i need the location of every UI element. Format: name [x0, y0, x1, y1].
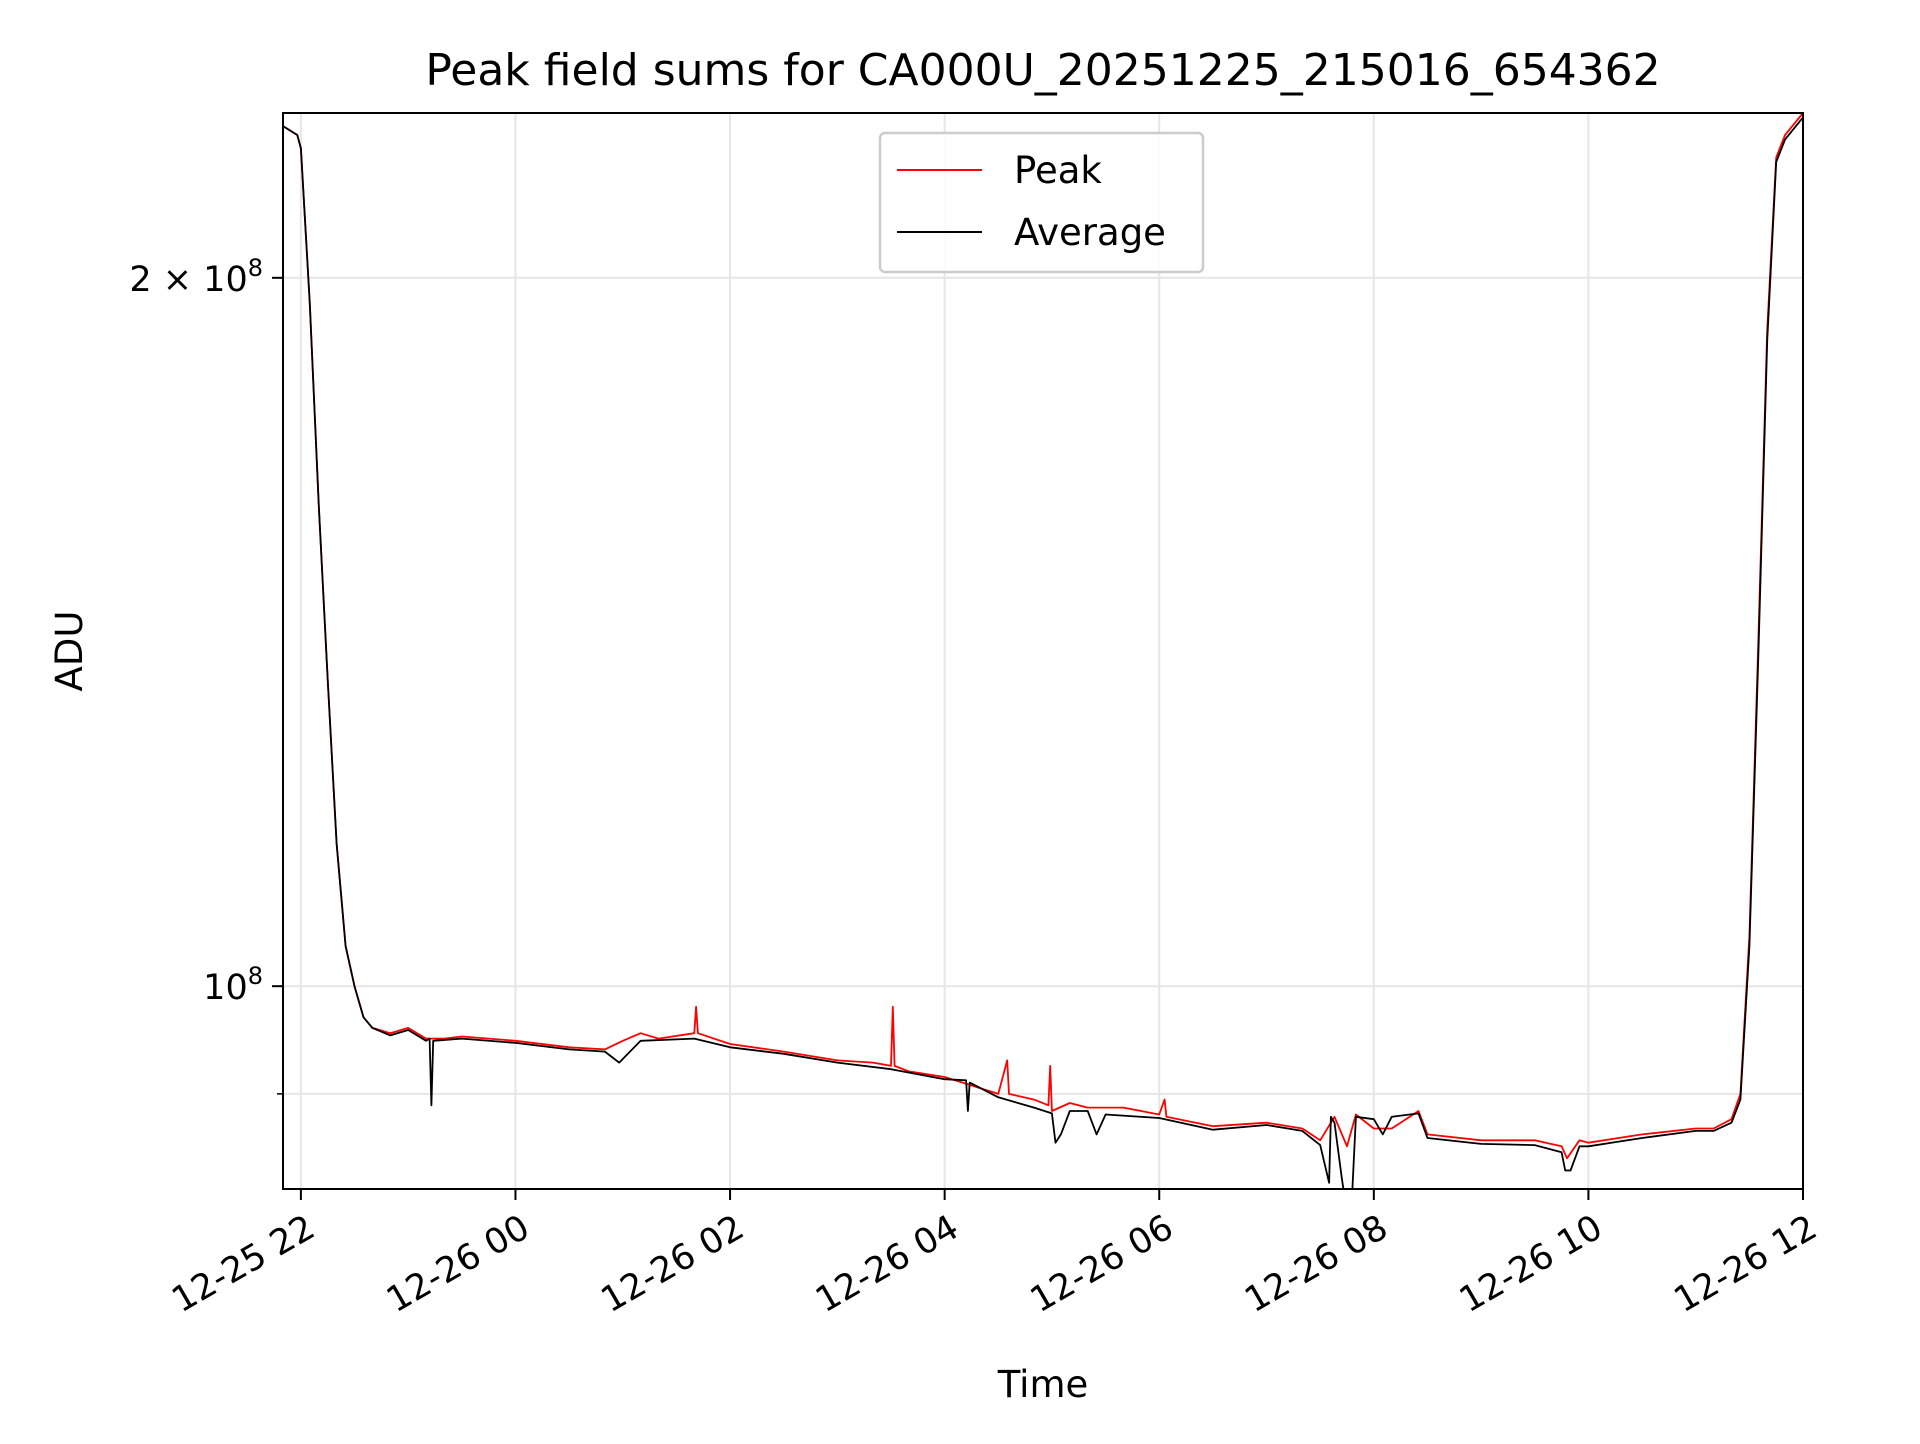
- plot-frame: [282, 112, 1804, 1190]
- series-line-average: [282, 116, 1804, 1190]
- series-line-peak: [282, 112, 1804, 1160]
- chart-title: Peak field sums for CA000U_20251225_2150…: [425, 45, 1660, 96]
- grid: [283, 113, 1803, 1189]
- legend-frame: [878, 131, 1205, 274]
- y-axis-label: ADU: [48, 611, 91, 692]
- y-tick-label: 2 × 108: [129, 254, 263, 300]
- x-axis-label: Time: [997, 1363, 1089, 1406]
- legend-label-average: Average: [1014, 211, 1166, 254]
- legend-label-peak: Peak: [1014, 149, 1102, 192]
- series-lines: [282, 112, 1804, 1190]
- legend: Peak Average: [878, 131, 1205, 274]
